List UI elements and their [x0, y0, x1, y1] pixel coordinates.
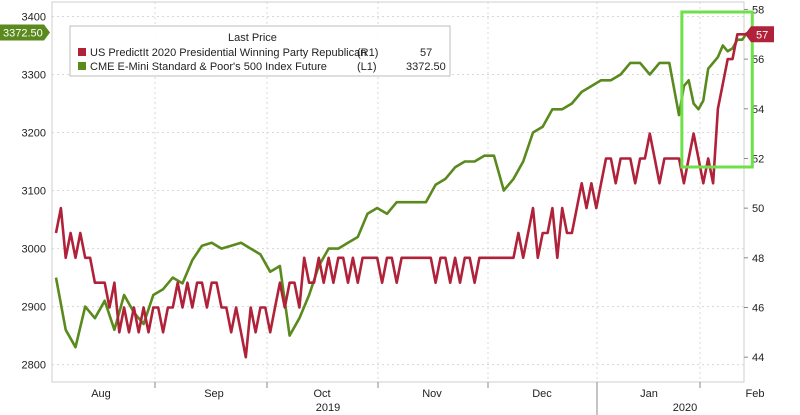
- year-label: 2019: [316, 402, 340, 414]
- right-tick-label: 52: [752, 153, 764, 165]
- right-last-tag: 57: [745, 26, 774, 43]
- legend-label-republican: US PredictIt 2020 Presidential Winning P…: [90, 47, 366, 59]
- right-tick-label: 46: [752, 302, 764, 314]
- right-tick-label: 44: [752, 352, 764, 364]
- month-label: Aug: [91, 388, 111, 400]
- left-tick-label: 2900: [22, 302, 46, 314]
- left-axis: 2800 2900 3000 3100 3200 3300 3400: [22, 12, 46, 372]
- left-tick-label: 3100: [22, 186, 46, 198]
- right-tick-label: 50: [752, 203, 764, 215]
- right-tick-label: 54: [752, 104, 764, 116]
- legend-last-republican: 57: [420, 47, 432, 59]
- month-label: Sep: [204, 388, 224, 400]
- month-label: Dec: [532, 388, 552, 400]
- legend: Last Price US PredictIt 2020 Presidentia…: [69, 25, 451, 77]
- left-tick-label: 3200: [22, 128, 46, 140]
- left-tick-label: 2800: [22, 360, 46, 372]
- legend-last-sp500: 3372.50: [406, 61, 446, 73]
- legend-swatch-republican: [78, 48, 86, 56]
- right-tick-label: 56: [752, 54, 764, 66]
- left-tick-label: 3400: [22, 12, 46, 24]
- legend-axis-republican: (R1): [357, 47, 378, 59]
- month-label: Jan: [640, 388, 658, 400]
- right-axis: 44 46 48 50 52 54 56 58: [744, 4, 764, 364]
- left-tick-label: 3300: [22, 70, 46, 82]
- right-tick-label: 48: [752, 253, 764, 265]
- month-label: Nov: [422, 388, 442, 400]
- legend-swatch-sp500: [78, 62, 86, 70]
- right-last-tag-text: 57: [756, 29, 768, 41]
- year-label: 2020: [673, 402, 697, 414]
- left-last-tag-text: 3372.50: [3, 27, 43, 39]
- legend-label-sp500: CME E-Mini Standard & Poor's 500 Index F…: [90, 61, 327, 73]
- series-lines: [54, 31, 749, 359]
- sp500-line: [54, 31, 749, 349]
- x-axis: Aug Sep Oct Nov Dec Jan Feb 2019 2020: [91, 382, 764, 415]
- left-last-tag-bg: [0, 24, 50, 41]
- legend-box: [69, 25, 451, 77]
- legend-axis-sp500: (L1): [357, 61, 377, 73]
- left-tick-label: 3000: [22, 244, 46, 256]
- month-label: Oct: [313, 388, 330, 400]
- right-tick-label: 58: [752, 4, 764, 16]
- republican-odds-line: [54, 32, 748, 359]
- legend-title: Last Price: [228, 32, 277, 44]
- left-last-tag: 3372.50: [0, 24, 50, 41]
- right-last-tag-bg: [745, 26, 774, 43]
- highlight-box: [680, 10, 754, 169]
- month-label: Feb: [746, 388, 765, 400]
- plot-frame: [51, 1, 745, 383]
